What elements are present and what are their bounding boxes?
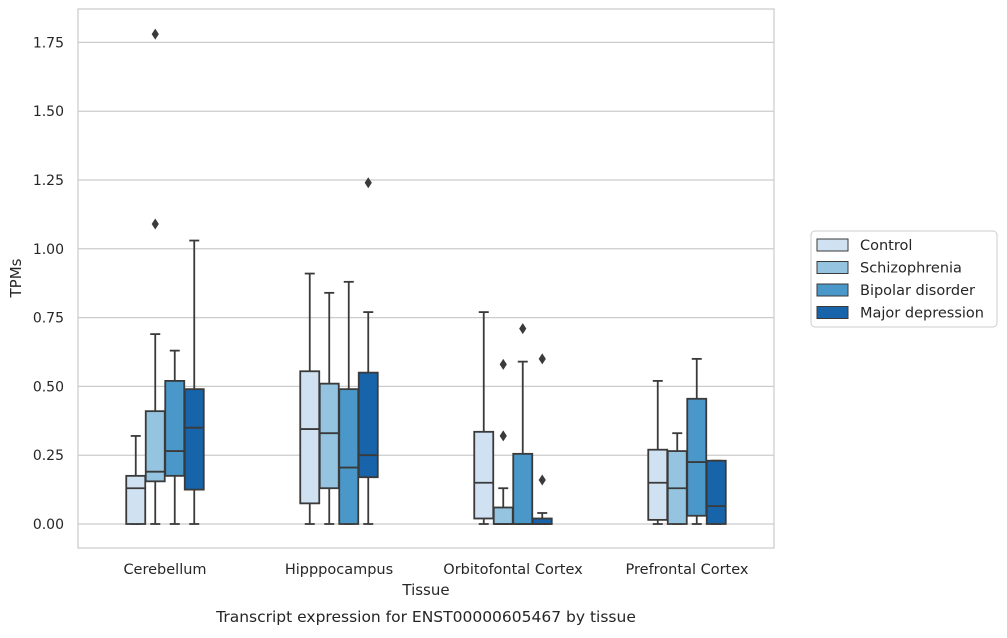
outlier-point <box>364 177 372 189</box>
plot-frame <box>77 8 775 549</box>
iqr-box <box>473 430 495 520</box>
legend-swatch <box>816 261 849 274</box>
outlier-point <box>151 218 159 230</box>
iqr-box <box>492 506 514 525</box>
outlier-point <box>519 323 527 335</box>
box-major-depression <box>183 239 205 525</box>
iqr-box <box>357 371 379 479</box>
box-series <box>125 28 727 525</box>
box-bipolar-disorder <box>164 349 186 525</box>
box-control <box>125 435 147 525</box>
y-tick-label: 1.25 <box>33 173 64 189</box>
legend-label: Schizophrenia <box>860 261 962 277</box>
box-schizophrenia <box>318 291 340 525</box>
box-schizophrenia <box>144 28 166 525</box>
x-axis-label: Tissue <box>401 581 449 599</box>
iqr-box <box>318 382 340 490</box>
x-tick-label: Hipppocampus <box>285 562 393 578</box>
x-tick-labels: Cerebellum Hipppocampus Orbitofontal Corte… <box>123 562 748 578</box>
iqr-box <box>686 397 708 517</box>
legend-swatch <box>816 306 849 319</box>
box-major-depression <box>531 353 553 525</box>
outlier-point <box>538 474 546 486</box>
y-tick-label: 0.25 <box>33 448 64 464</box>
box-control <box>647 379 669 525</box>
legend-label: Major depression <box>860 306 984 322</box>
x-tick-label: Prefrontal Cortex <box>626 562 749 578</box>
y-tick-label: 1.50 <box>33 104 64 120</box>
y-tick-labels: 0.00 0.25 0.50 0.75 1.00 1.25 1.50 1.75 <box>33 35 64 533</box>
outlier-point <box>151 28 159 40</box>
legend-label: Bipolar disorder <box>860 283 975 299</box>
x-tick-label: Orbitofontal Cortex <box>443 562 583 578</box>
x-tick-label: Cerebellum <box>123 562 206 578</box>
box-schizophrenia <box>666 432 688 525</box>
iqr-box <box>164 379 186 477</box>
y-tick-label: 0.75 <box>33 311 64 327</box>
box-bipolar-disorder <box>686 357 708 525</box>
legend: Control Schizophrenia Bipolar disorder Majo… <box>810 230 998 328</box>
chart-caption: Transcript expression for ENST0000060546… <box>215 608 636 626</box>
iqr-box <box>183 388 205 491</box>
iqr-box <box>299 370 321 505</box>
box-bipolar-disorder <box>512 323 534 525</box>
iqr-box <box>705 459 727 525</box>
legend-swatch <box>816 238 849 252</box>
y-tick-label: 0.50 <box>33 379 64 395</box>
y-tick-label: 1.75 <box>33 35 64 51</box>
iqr-box <box>125 474 147 525</box>
box-major-depression <box>705 459 727 525</box>
outlier-point <box>499 358 507 370</box>
iqr-box <box>512 452 534 525</box>
box-control <box>473 311 495 525</box>
iqr-box <box>647 448 669 521</box>
box-major-depression <box>357 177 379 525</box>
outlier-point <box>538 353 546 365</box>
legend-swatch <box>816 283 849 297</box>
box-schizophrenia <box>492 358 514 525</box>
iqr-box <box>338 388 360 525</box>
y-tick-label: 0.00 <box>33 517 64 533</box>
legend-label: Control <box>860 238 912 254</box>
y-tick-label: 1.00 <box>33 242 64 258</box>
y-axis-label: TPMs <box>7 258 25 298</box>
box-control <box>299 272 321 525</box>
outlier-point <box>499 430 507 442</box>
legend-frame <box>810 230 998 328</box>
